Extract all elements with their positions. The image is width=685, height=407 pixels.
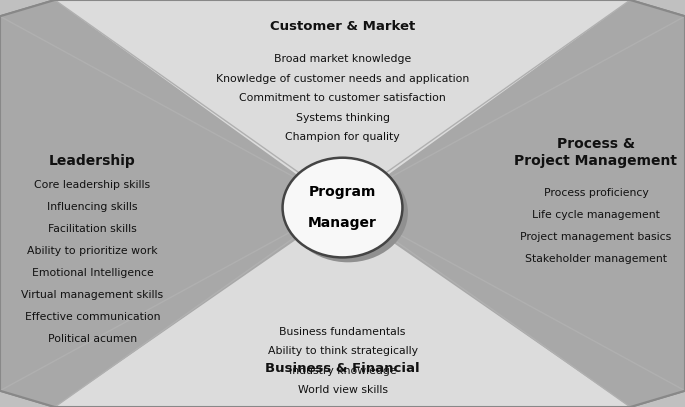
Text: Effective communication: Effective communication: [25, 312, 160, 322]
Ellipse shape: [288, 162, 408, 263]
Text: Commitment to customer satisfaction: Commitment to customer satisfaction: [239, 93, 446, 103]
Text: Champion for quality: Champion for quality: [285, 132, 400, 142]
Text: Virtual management skills: Virtual management skills: [21, 290, 164, 300]
Text: Customer & Market: Customer & Market: [270, 20, 415, 33]
Text: Political acumen: Political acumen: [48, 334, 137, 344]
Text: Emotional Intelligence: Emotional Intelligence: [32, 268, 153, 278]
Polygon shape: [342, 0, 685, 407]
Ellipse shape: [282, 158, 402, 258]
Text: Core leadership skills: Core leadership skills: [34, 180, 151, 190]
Text: Facilitation skills: Facilitation skills: [48, 224, 137, 234]
Polygon shape: [0, 208, 685, 407]
Text: Ability to think strategically: Ability to think strategically: [268, 346, 417, 356]
Text: Leadership: Leadership: [49, 154, 136, 168]
Polygon shape: [0, 0, 685, 208]
Polygon shape: [0, 0, 342, 407]
Text: Industry knowledge: Industry knowledge: [288, 366, 397, 376]
Text: Broad market knowledge: Broad market knowledge: [274, 54, 411, 64]
Text: Influencing skills: Influencing skills: [47, 202, 138, 212]
Text: Process proficiency: Process proficiency: [544, 188, 648, 198]
Text: Knowledge of customer needs and application: Knowledge of customer needs and applicat…: [216, 74, 469, 83]
Text: Project management basics: Project management basics: [521, 232, 671, 242]
Text: Business & Financial: Business & Financial: [265, 362, 420, 375]
Text: Business fundamentals: Business fundamentals: [279, 327, 406, 337]
Text: Ability to prioritize work: Ability to prioritize work: [27, 246, 158, 256]
Text: Program: Program: [309, 185, 376, 199]
Text: Stakeholder management: Stakeholder management: [525, 254, 667, 264]
Text: World view skills: World view skills: [297, 385, 388, 395]
Text: Manager: Manager: [308, 216, 377, 230]
Text: Systems thinking: Systems thinking: [295, 113, 390, 123]
Text: Process &
Project Management: Process & Project Management: [514, 137, 677, 168]
Text: Life cycle management: Life cycle management: [532, 210, 660, 220]
